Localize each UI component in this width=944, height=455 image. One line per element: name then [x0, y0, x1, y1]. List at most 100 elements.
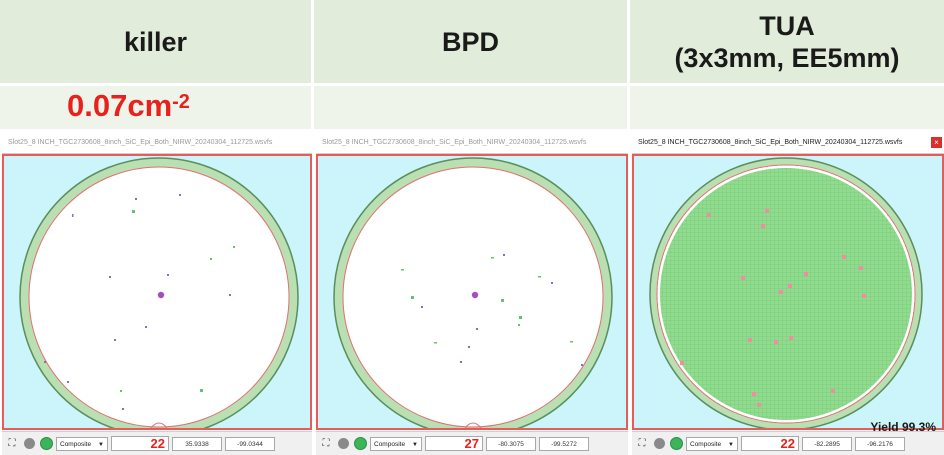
defect-point	[44, 361, 46, 363]
gray-dot-icon	[337, 438, 349, 449]
panel-title: Slot25_8 INCH_TGC2730608_8inch_SiC_Epi_B…	[632, 133, 944, 154]
defect-point	[72, 214, 74, 217]
density-value: 0.07cm	[67, 88, 173, 123]
failed-die	[741, 276, 745, 280]
defect-point	[538, 276, 541, 278]
defect-point	[518, 324, 520, 326]
coord-y: -99.5272	[539, 436, 589, 451]
coord-x: 35.9338	[172, 436, 222, 451]
expand-icon[interactable]: ⛶	[638, 438, 646, 449]
defect-point	[200, 389, 203, 392]
defect-point	[491, 257, 494, 259]
defect-point	[132, 210, 135, 213]
defect-layer	[401, 254, 583, 366]
expand-icon[interactable]: ⛶	[8, 438, 16, 449]
gray-layer-toggle[interactable]	[22, 437, 36, 451]
defect-point	[145, 326, 147, 328]
defect-point	[229, 294, 231, 296]
failed-die	[831, 389, 835, 393]
coord-y: -99.0344	[225, 436, 275, 451]
failed-die	[765, 209, 769, 213]
defect-point	[135, 198, 137, 200]
composite-select-value: Composite	[60, 440, 92, 448]
composite-select[interactable]: Composite ▼	[56, 436, 108, 451]
failed-dies	[680, 209, 866, 407]
close-button[interactable]: ×	[931, 137, 942, 148]
green-layer-toggle[interactable]	[669, 437, 683, 451]
defect-point	[519, 316, 522, 319]
expand-icon[interactable]: ⛶	[322, 438, 330, 449]
panel-toolbar: ⛶ Composite ▼ 27 -80.3075 -99.5272	[316, 431, 628, 455]
composite-select[interactable]: Composite ▼	[370, 436, 422, 451]
failed-die	[761, 224, 765, 228]
wafer-map-killer[interactable]	[2, 154, 312, 430]
panel-title: Slot25_8 INCH_TGC2730608_8inch_SiC_Epi_B…	[2, 133, 312, 154]
defect-count: 22	[111, 436, 169, 451]
defect-point	[551, 282, 553, 284]
failed-die	[804, 272, 808, 276]
green-layer-toggle[interactable]	[353, 437, 367, 451]
failed-die	[779, 290, 783, 294]
defect-point	[411, 296, 414, 299]
density-cell: 0.07cm-2	[0, 86, 311, 129]
defect-point	[67, 381, 69, 383]
header-bpd-label: BPD	[441, 26, 499, 57]
wafer-map-bpd[interactable]	[316, 154, 628, 430]
header-killer: killer	[0, 0, 311, 83]
header-killer-label: killer	[123, 26, 188, 57]
failed-die	[788, 284, 792, 288]
green-dot-icon	[353, 437, 367, 450]
panel-toolbar: ⛶ Composite ▼ 22 35.9338 -99.0344	[2, 431, 312, 455]
yield-label: Yield 99.3%	[870, 420, 936, 434]
defect-point	[471, 291, 479, 299]
green-layer-toggle[interactable]	[39, 437, 53, 451]
density-exponent: -2	[172, 91, 190, 113]
defect-point	[233, 246, 235, 248]
defect-point	[120, 390, 122, 392]
wafer-map-tua[interactable]: Yield 99.3%	[632, 154, 944, 434]
header-row: killer BPD TUA (3x3mm, EE5mm)	[0, 0, 944, 83]
wafer-map-svg-tua	[649, 157, 923, 428]
wafer-panel-killer: Slot25_8 INCH_TGC2730608_8inch_SiC_Epi_B…	[2, 133, 312, 455]
wafer-notch	[150, 422, 168, 428]
defect-point	[421, 306, 423, 308]
gray-dot-icon	[23, 438, 35, 449]
failed-die	[680, 361, 684, 365]
defect-point	[401, 269, 404, 271]
defect-count: 22	[741, 436, 799, 451]
wafer-panel-bpd: Slot25_8 INCH_TGC2730608_8inch_SiC_Epi_B…	[316, 133, 628, 455]
coord-x: -80.3075	[486, 436, 536, 451]
failed-die	[707, 213, 711, 217]
defect-point	[179, 194, 181, 196]
coord-y: -96.2176	[855, 436, 905, 451]
sub-cell-tua	[630, 86, 944, 129]
wafer-map-svg-killer	[19, 157, 299, 428]
close-icon: ×	[934, 138, 939, 147]
sub-row: 0.07cm-2	[0, 86, 944, 129]
defect-point	[114, 339, 116, 341]
defect-point	[109, 276, 111, 278]
wafer-map-svg-bpd	[333, 157, 613, 428]
chevron-down-icon: ▼	[728, 441, 734, 448]
header-tua-label: TUA	[759, 10, 815, 41]
header-tua-spec: (3x3mm, EE5mm)	[674, 42, 900, 73]
failed-die	[752, 392, 756, 396]
defect-point	[434, 342, 437, 344]
defect-point	[501, 299, 504, 302]
failed-die	[748, 338, 752, 342]
defect-point	[476, 328, 478, 330]
panel-title: Slot25_8 INCH_TGC2730608_8inch_SiC_Epi_B…	[316, 133, 628, 154]
wafer-notch	[464, 422, 482, 428]
composite-select-value: Composite	[374, 440, 406, 448]
defect-count: 27	[425, 436, 483, 451]
panel-toolbar: ⛶ Composite ▼ 22 -82.2895 -96.2176	[632, 431, 944, 455]
exclusion-edge	[657, 165, 915, 423]
chevron-down-icon: ▼	[412, 441, 418, 448]
gray-layer-toggle[interactable]	[336, 437, 350, 451]
gray-layer-toggle[interactable]	[652, 437, 666, 451]
composite-select[interactable]: Composite ▼	[686, 436, 738, 451]
failed-die	[859, 266, 863, 270]
failed-die	[842, 255, 846, 259]
header-bpd: BPD	[314, 0, 627, 83]
defect-point	[460, 361, 462, 363]
